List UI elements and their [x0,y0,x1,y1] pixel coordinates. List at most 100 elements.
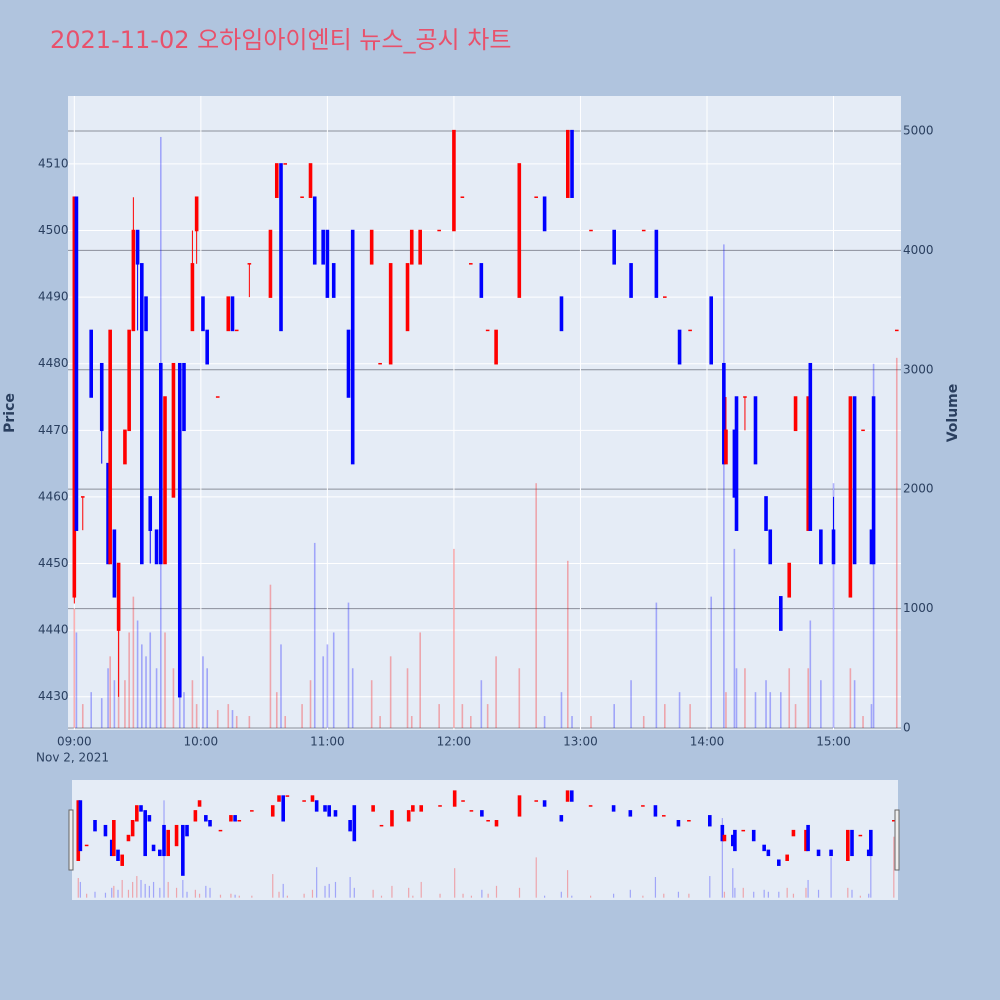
mini-candle-body [93,820,97,832]
mini-volume-bar [763,889,765,898]
mini-volume-bar [175,887,178,898]
candle-body [215,396,220,398]
mini-volume-bar [316,867,318,898]
plot-area [68,96,901,730]
mini-volume-bar [205,885,207,898]
mini-candle-body [707,815,712,827]
mini-candle-body [653,805,658,817]
candle-body [112,529,117,598]
mini-candle-body [76,800,81,862]
volume-bar [309,680,312,728]
volume-bar [735,668,738,728]
range-handle[interactable] [894,809,900,871]
volume-bar [809,620,812,728]
x-date-label: Nov 2, 2021 [36,751,109,765]
mini-volume-bar [148,885,150,898]
mini-volume-bar [412,895,414,898]
candle-body [494,329,498,365]
candle-body [154,529,159,565]
volume-bar [109,656,111,728]
mini-candle-body [120,854,124,866]
mini-volume-bar [117,889,119,898]
mini-volume-bar [868,893,870,898]
mini-volume-bar [219,894,222,898]
candle-body [234,329,239,332]
volume-bar [820,680,822,728]
volume-bar [807,668,810,728]
candle-body [677,329,682,365]
candle-body [452,129,456,232]
mini-candle-body [310,795,315,802]
mini-volume-bar [349,877,351,898]
mini-volume-bar [847,887,849,898]
mini-candle-body [641,805,645,807]
volume-bar [275,692,278,728]
volume-bar [75,632,78,728]
mini-volume-bar [380,895,383,898]
volume-bar [419,632,421,728]
candle-body [734,396,739,531]
y2-axis-title: Volume [945,384,961,443]
candle-body [688,329,692,332]
volume-bar [202,656,204,728]
mini-candle-body [233,815,237,822]
mini-candle-body [806,824,810,852]
candle-body [787,562,792,598]
y-tick-label: 4490 [38,290,69,304]
candle-body [346,329,351,398]
volume-bar [284,716,287,728]
mini-candle-body [565,790,570,802]
x-tick-label: 14:00 [690,735,725,749]
mini-candle-body [348,820,352,832]
mini-volume-bar [642,895,644,898]
candle-body [468,263,473,265]
mini-candle-body [494,820,499,827]
mini-candle-body [461,800,465,802]
mini-volume-bar [792,893,795,898]
mini-candle-body [731,834,735,847]
candle-body [793,396,798,432]
mini-volume-bar [807,879,809,898]
mini-candle-body [534,800,539,802]
volume-bar [794,704,797,728]
mini-candle-body [197,800,202,807]
x-tick-label: 13:00 [563,735,598,749]
volume-bar [754,692,757,728]
candle-body [350,229,355,465]
candle-body [140,263,144,565]
candle-body [144,296,148,332]
mini-volume-bar [688,893,690,898]
range-handle[interactable] [68,809,74,871]
mini-volume-bar [590,895,592,898]
mini-candle-body [78,800,83,852]
mini-volume-bar [136,876,138,898]
volume-bar [678,692,681,728]
mini-candle-body [791,829,796,837]
mini-volume-bar [805,887,807,898]
mini-volume-bar [742,887,744,898]
candle-body [764,496,768,531]
mini-candle-body [103,824,108,837]
volume-bar [630,680,632,728]
mini-volume-bar [159,887,161,898]
candle-body [869,529,874,565]
mini-volume-bar [167,881,169,898]
candle-body [312,196,317,265]
mini-volume-bar [543,895,546,898]
mini-volume-bar [677,891,680,898]
y-tick-label: 4510 [38,156,69,170]
volume-bar [560,692,563,728]
mini-volume-bar [77,878,79,898]
candle-body [479,263,484,298]
range-slider [72,780,898,900]
mini-volume-bar [140,879,142,898]
mini-candle-body [229,815,233,822]
volume-bar [216,710,219,728]
candle-body [135,229,140,265]
mini-candle-body [517,795,522,817]
volume-bar [518,668,521,728]
candle-body [325,229,330,298]
mini-candle-body [143,810,147,857]
candle-body [819,529,823,565]
volume-bar [461,704,464,728]
